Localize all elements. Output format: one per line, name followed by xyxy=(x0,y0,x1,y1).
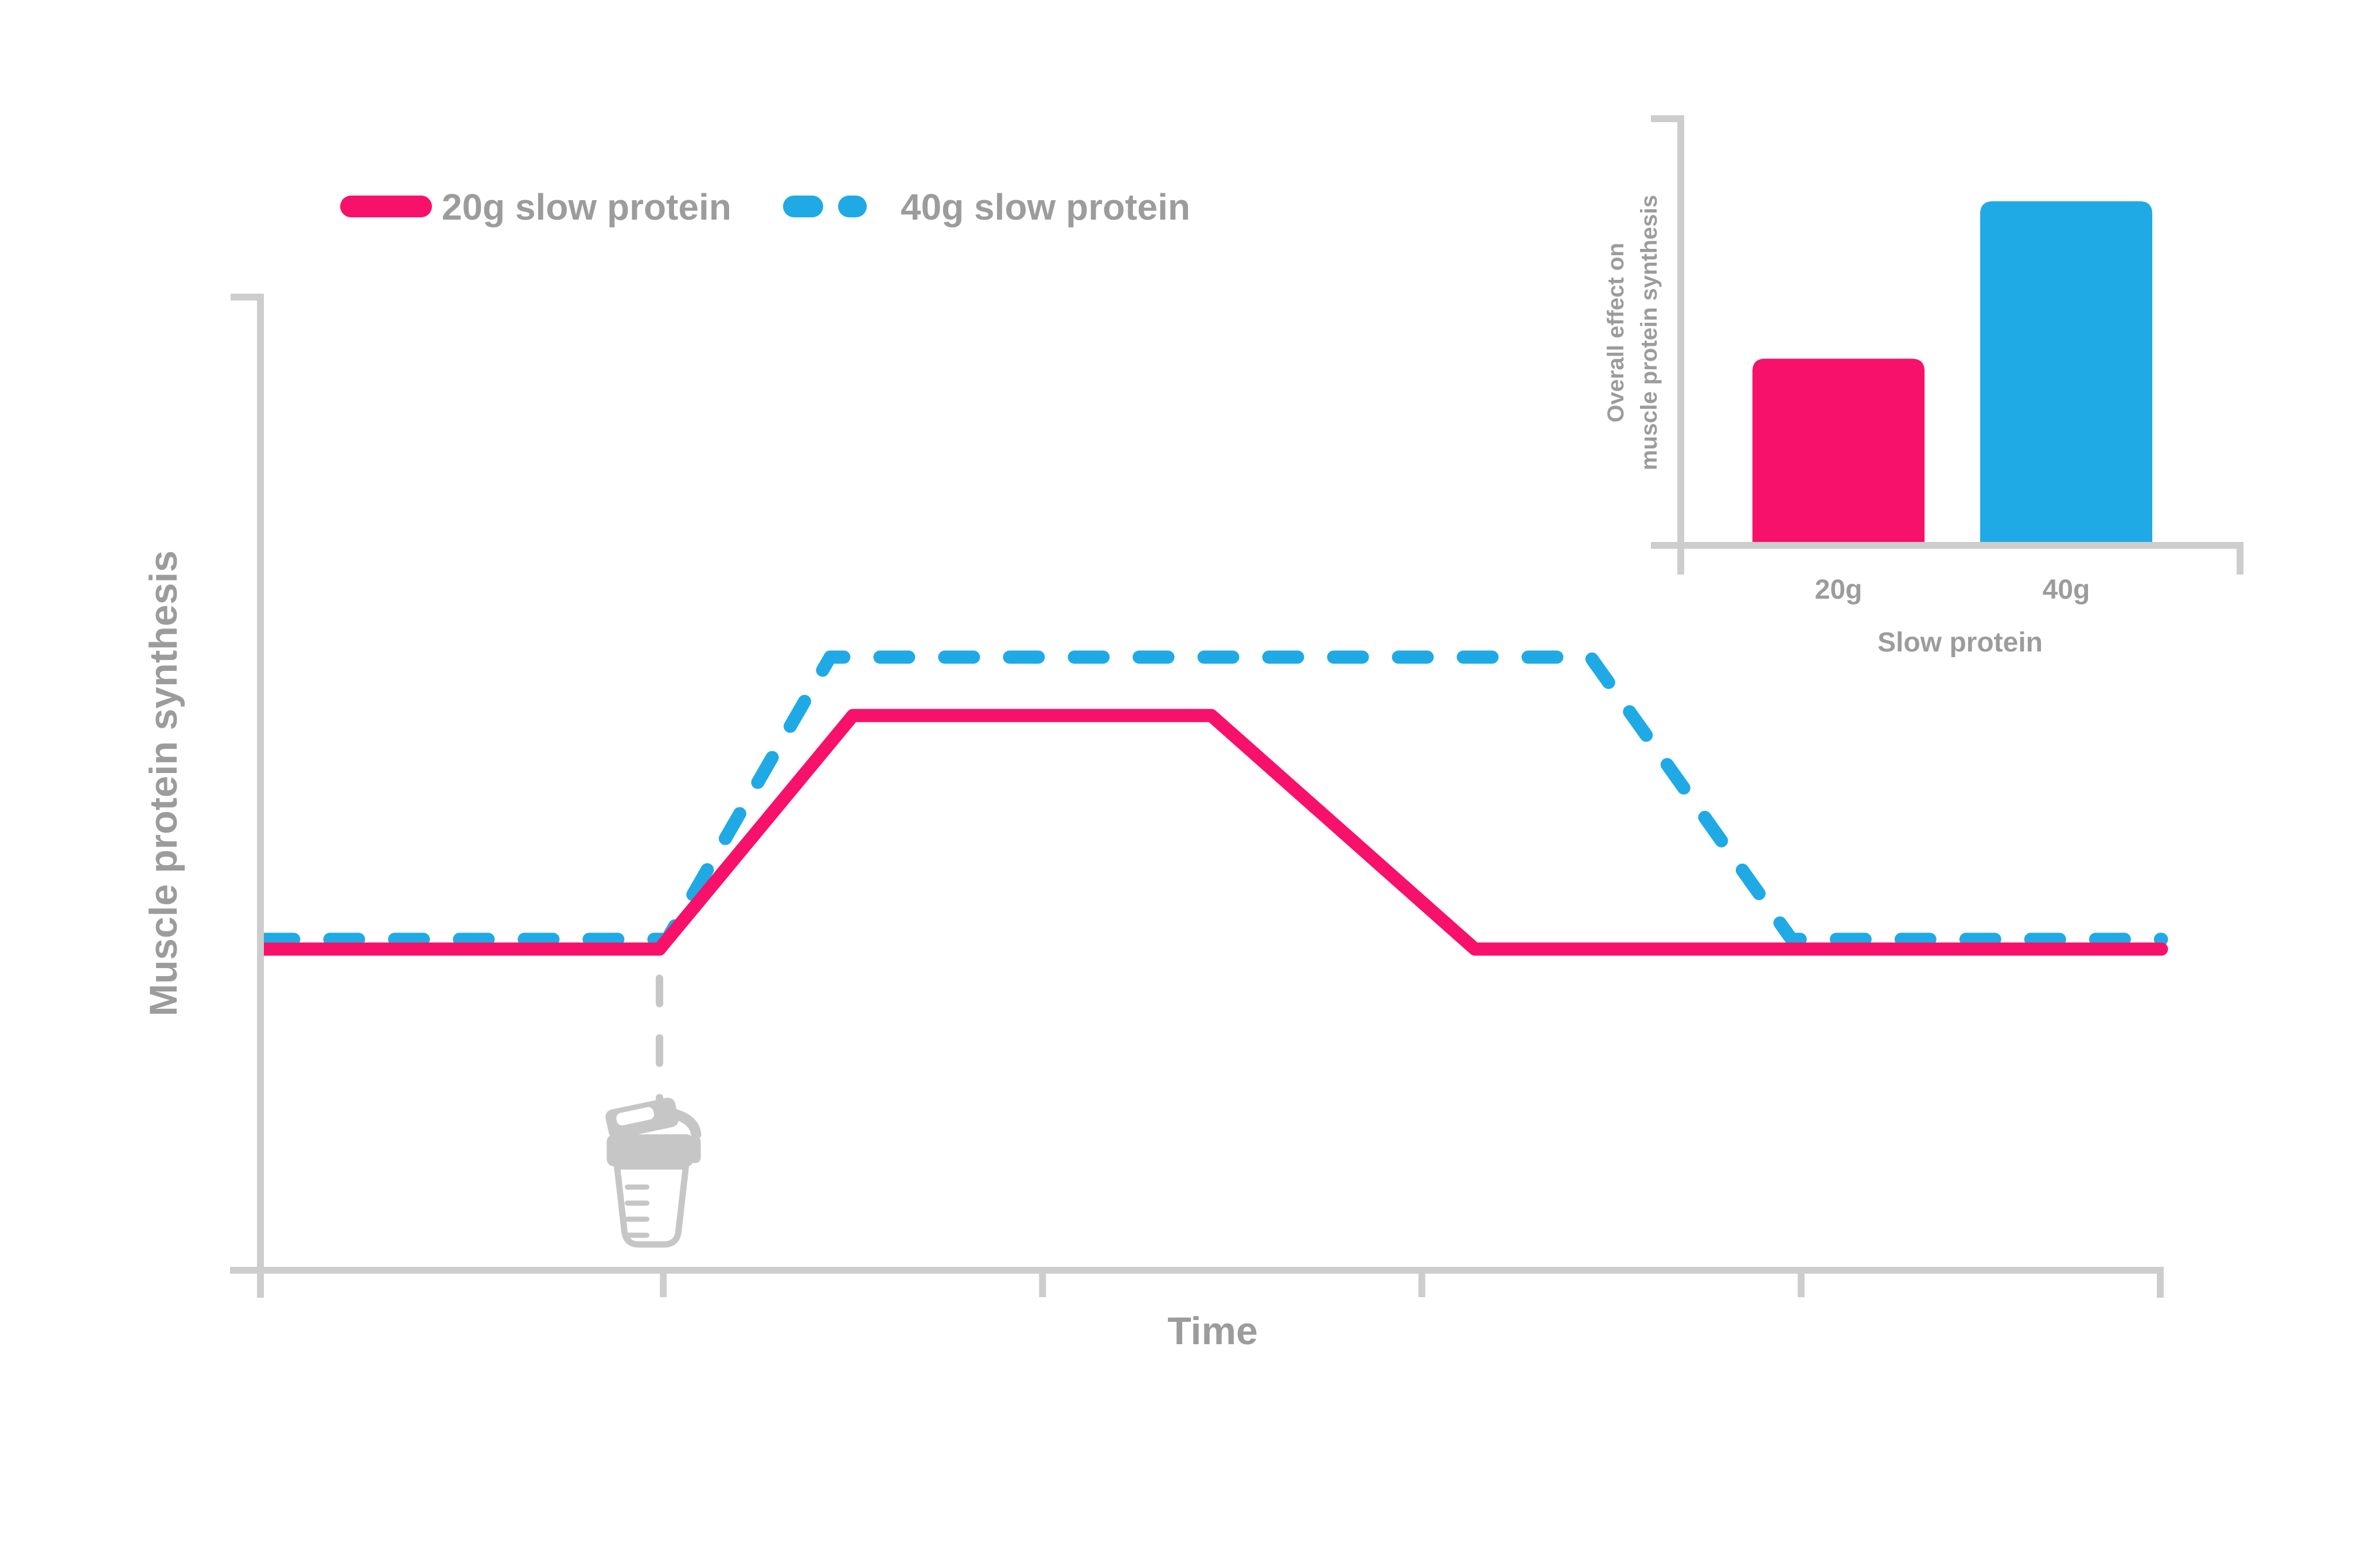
inset-y-axis-label-line2: muscle protein synthesis xyxy=(1637,195,1662,470)
shake-event-marker xyxy=(605,974,702,1248)
inset-y-axis xyxy=(1651,115,1684,575)
shaker-lid xyxy=(606,1134,694,1166)
main-axes xyxy=(230,294,2164,1298)
series-line-40g xyxy=(258,650,2168,946)
x-axis-label: Time xyxy=(1167,1309,1257,1353)
y-axis xyxy=(231,294,264,1298)
x-axis-ticks xyxy=(660,1270,1805,1297)
y-axis-label: Muscle protein synthesis xyxy=(142,551,185,1016)
inset-bar-40g xyxy=(1980,201,2152,547)
inset-tick-label-40g: 40g xyxy=(2043,575,2090,605)
inset-bar-chart: Overall effect on muscle protein synthes… xyxy=(1603,115,2243,658)
legend-item-40g: 40g slow protein xyxy=(783,186,1190,228)
inset-axes xyxy=(1651,115,2243,575)
inset-x-axis-label: Slow protein xyxy=(1877,627,2043,658)
inset-bars xyxy=(1752,201,2152,547)
shaker-cap-slot xyxy=(616,1107,655,1126)
inset-tick-label-20g: 20g xyxy=(1815,575,1863,605)
legend-label-40g: 40g slow protein xyxy=(901,186,1190,228)
line-series xyxy=(258,650,2168,956)
protein-shaker-icon xyxy=(605,1098,702,1248)
shaker-latch xyxy=(685,1137,701,1163)
legend-item-20g: 20g slow protein xyxy=(340,186,731,228)
main-line-chart: Muscle protein synthesis Time 20g slow p… xyxy=(142,186,2168,1353)
shaker-measure-marks xyxy=(625,1184,650,1238)
inset-x-axis xyxy=(1651,542,2243,575)
inset-bar-20g xyxy=(1752,358,1925,546)
legend: 20g slow protein 40g slow protein xyxy=(340,186,1190,228)
shaker-cap-strap xyxy=(662,1107,702,1139)
series-line-20g xyxy=(258,709,2168,956)
inset-y-axis-label-line1: Overall effect on xyxy=(1603,243,1629,422)
legend-label-20g: 20g slow protein xyxy=(442,186,731,228)
x-axis xyxy=(230,1267,2164,1298)
